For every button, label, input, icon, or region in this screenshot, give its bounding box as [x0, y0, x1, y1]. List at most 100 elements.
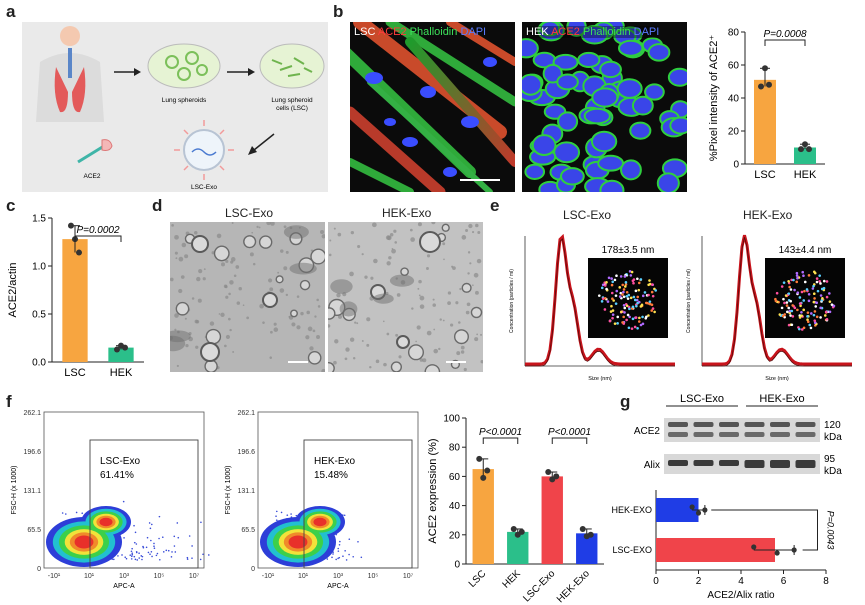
event-dot	[275, 510, 278, 513]
particle-mark	[337, 232, 342, 237]
nucleus-mark	[552, 53, 579, 71]
event-dot	[155, 554, 158, 557]
event-dot	[134, 558, 137, 561]
particle-mark	[616, 315, 620, 319]
particle-mark	[352, 356, 356, 360]
event-dot	[123, 537, 125, 539]
exosome-icon	[174, 120, 234, 180]
particle-mark	[375, 359, 380, 364]
p-value-label: P=0.0008	[763, 29, 807, 40]
band	[744, 432, 765, 437]
particle-mark	[329, 239, 332, 242]
particle-mark	[466, 302, 471, 307]
particle-mark	[349, 337, 355, 342]
event-dot	[186, 558, 189, 560]
event-dot	[158, 515, 161, 518]
particle-mark	[645, 315, 648, 319]
lsc-ace2-label: ACE2	[377, 26, 407, 38]
event-dot	[117, 555, 119, 557]
x-axis-label: APC-A	[327, 583, 349, 590]
particle-mark	[266, 222, 271, 226]
particle-mark	[815, 280, 819, 284]
particle-mark	[600, 286, 604, 290]
particle-mark	[819, 316, 822, 319]
bar-hek	[794, 147, 816, 164]
particle-mark	[633, 298, 637, 302]
particle-mark	[651, 294, 655, 298]
event-dot	[335, 558, 337, 561]
particle-mark	[366, 317, 371, 322]
particle-mark	[411, 307, 414, 310]
particle-mark	[438, 347, 441, 351]
particle-mark	[431, 222, 436, 225]
particle-mark	[810, 312, 813, 315]
particle-mark	[610, 291, 614, 295]
nta-mean-line	[702, 237, 852, 367]
particle-mark	[230, 257, 236, 262]
particle-mark	[433, 348, 439, 354]
particle-mark	[786, 310, 789, 314]
particle-mark	[802, 308, 806, 312]
particle-mark	[615, 274, 618, 278]
particle-mark	[601, 297, 605, 300]
y-tick-label: LSC-EXO	[612, 545, 652, 555]
chart-f-ace2-expression: 0 20 40 60 80 100 ACE2 expression (%) LSC HEKLSC…	[427, 414, 604, 604]
particle-mark	[610, 277, 613, 280]
particle-mark	[620, 310, 623, 314]
particle-mark	[218, 313, 221, 315]
particle-mark	[631, 305, 635, 309]
y-tick-label: 196.6	[237, 449, 255, 456]
x-tick-label: 6	[781, 576, 787, 587]
panel-g-label: g	[620, 392, 631, 411]
event-dot	[286, 514, 289, 516]
particle-mark	[627, 293, 631, 297]
particle-mark	[317, 305, 321, 308]
particle-mark	[229, 280, 234, 285]
particle-mark	[650, 290, 654, 294]
data-point	[76, 249, 82, 256]
event-dot	[275, 515, 277, 518]
particle-mark	[634, 289, 638, 293]
tem-hek-title: HEK-Exo	[382, 206, 432, 220]
particle-mark	[800, 314, 803, 317]
nucleus-mark	[539, 22, 561, 37]
particle-mark	[625, 290, 629, 294]
particle-mark	[232, 351, 235, 353]
particle-mark	[224, 344, 227, 348]
particle-mark	[181, 242, 187, 248]
vesicle-mark	[213, 245, 230, 262]
significance-bracket	[74, 235, 122, 242]
particle-mark	[300, 311, 304, 316]
particle-mark	[447, 291, 452, 295]
event-dot	[352, 555, 355, 558]
particle-mark	[629, 296, 633, 300]
particle-mark	[781, 314, 785, 318]
particle-mark	[630, 327, 634, 330]
particle-mark	[631, 279, 635, 283]
panel-b-label: b	[333, 2, 344, 21]
tem-hek-image	[328, 222, 483, 372]
particle-mark	[811, 287, 815, 290]
data-point	[791, 547, 797, 553]
particle-mark	[638, 316, 641, 320]
particle-mark	[785, 304, 789, 307]
data-point	[480, 474, 487, 481]
particle-mark	[813, 321, 817, 325]
event-dot	[141, 555, 144, 558]
particle-mark	[653, 310, 656, 314]
particle-mark	[615, 289, 619, 293]
bar-hek-exo	[656, 498, 699, 522]
particle-mark	[225, 295, 229, 299]
particle-mark	[805, 288, 809, 291]
particle-mark	[176, 364, 179, 368]
particle-mark	[418, 279, 422, 284]
particle-mark	[357, 244, 361, 249]
data-point	[806, 146, 812, 153]
particle-mark	[174, 234, 179, 240]
data-point	[762, 65, 768, 72]
y-tick-label: 0.0	[32, 358, 46, 369]
particle-mark	[822, 286, 826, 290]
chart-c-ace2-actin: 0.0 0.5 1.0 1.5 ACE2/actin LSC HEK P=0.0002	[7, 214, 144, 379]
particle-mark	[475, 223, 479, 228]
chart-g-ace2-alix: 0 2 4 6 8 ACE2/Alix ratio HEK-EXO LSC-EXO P=0.00…	[612, 490, 836, 601]
